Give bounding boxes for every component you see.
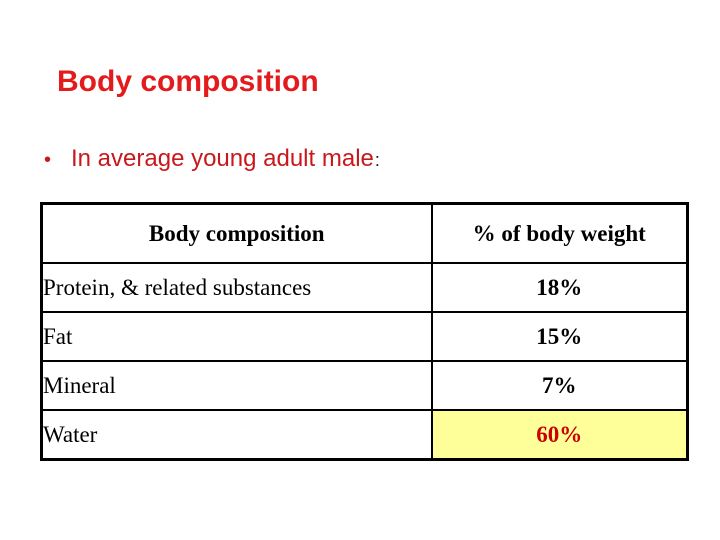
table-row-water: Water 60% <box>40 409 689 461</box>
row-label-water: Water <box>40 409 433 461</box>
row-label-fat: Fat <box>40 311 433 362</box>
column-header-body-composition: Body composition <box>40 202 433 264</box>
table-header-row: Body composition % of body weight <box>40 202 689 264</box>
row-value-mineral: 7% <box>430 360 689 411</box>
row-value-water-highlighted: 60% <box>430 409 689 461</box>
column-header-percent-body-weight: % of body weight <box>430 202 689 264</box>
bullet-icon: • <box>44 149 52 171</box>
bullet-colon: : <box>374 150 380 170</box>
row-value-protein: 18% <box>430 262 689 313</box>
table-row-fat: Fat 15% <box>40 311 689 362</box>
table-row-protein: Protein, & related substances 18% <box>40 262 689 313</box>
bullet-text: In average young adult male <box>71 145 374 172</box>
row-value-fat: 15% <box>430 311 689 362</box>
page-title: Body composition <box>57 65 319 98</box>
table-row-mineral: Mineral 7% <box>40 360 689 411</box>
body-composition-table: Body composition % of body weight Protei… <box>40 202 689 461</box>
row-label-protein: Protein, & related substances <box>40 262 433 313</box>
row-label-mineral: Mineral <box>40 360 433 411</box>
bullet-item: • In average young adult male: <box>44 144 380 174</box>
